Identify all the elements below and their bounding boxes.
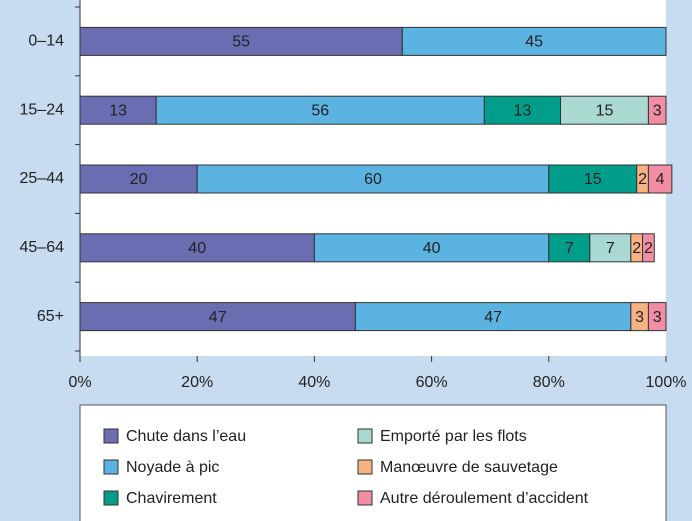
x-tick-label: 0% <box>68 374 91 391</box>
legend-label: Emporté par les flots <box>380 428 527 445</box>
bar-segment <box>79 26 403 56</box>
x-tick-label: 100% <box>646 374 687 391</box>
bar-segment <box>79 95 157 125</box>
legend-swatch <box>357 459 373 475</box>
bar-segment <box>196 164 550 194</box>
legend-swatch <box>103 459 119 475</box>
value-label: 55 <box>232 34 250 51</box>
value-label: 13 <box>514 102 532 119</box>
y-tick-label: 15–24 <box>20 101 65 118</box>
y-tick-label: 25–44 <box>20 170 65 187</box>
value-label: 4 <box>656 171 665 188</box>
bar-segment <box>560 95 649 125</box>
y-tick-label: 65+ <box>37 308 64 325</box>
value-label: 3 <box>635 309 644 326</box>
value-label: 15 <box>584 171 602 188</box>
bar-segment <box>79 164 198 194</box>
value-label: 40 <box>188 240 206 257</box>
x-tick-label: 80% <box>533 374 565 391</box>
legend-label: Noyade à pic <box>126 459 219 476</box>
bar-segment <box>483 95 562 125</box>
value-label: 7 <box>565 240 574 257</box>
bar-segment <box>647 302 667 332</box>
value-label: 20 <box>130 171 148 188</box>
bar-segment <box>642 233 655 263</box>
value-label: 45 <box>525 34 543 51</box>
x-tick-label: 40% <box>298 374 330 391</box>
bar-segment <box>155 95 485 125</box>
value-label: 15 <box>596 102 614 119</box>
value-label: 60 <box>364 171 382 188</box>
x-tick-label: 60% <box>416 374 448 391</box>
bar-segment <box>313 233 550 263</box>
legend-swatch <box>103 428 119 444</box>
value-label: 13 <box>109 102 127 119</box>
y-tick-label: 0–14 <box>28 33 64 50</box>
bar-segment <box>401 26 667 56</box>
value-label: 2 <box>632 240 641 257</box>
y-tick-label: 45–64 <box>20 239 65 256</box>
legend-label: Chute dans l’eau <box>126 428 246 445</box>
legend-label: Manœuvre de sauvetage <box>380 459 558 476</box>
bar-segment <box>647 164 673 194</box>
value-label: 3 <box>653 102 662 119</box>
legend-swatch <box>357 428 373 444</box>
legend-box <box>79 404 667 521</box>
value-label: 3 <box>653 309 662 326</box>
legend-label: Autre déroulement d’accident <box>380 490 589 507</box>
value-label: 47 <box>484 309 502 326</box>
bar-segment <box>548 233 591 263</box>
value-label: 40 <box>423 240 441 257</box>
legend-label: Chavirement <box>126 490 217 507</box>
value-label: 2 <box>638 171 647 188</box>
value-label: 2 <box>644 240 653 257</box>
bar-segment <box>79 233 315 263</box>
bar-segment <box>589 233 632 263</box>
legend-swatch <box>357 490 373 506</box>
bar-segment <box>647 95 667 125</box>
value-label: 56 <box>311 102 329 119</box>
value-label: 7 <box>606 240 615 257</box>
value-label: 47 <box>209 309 227 326</box>
x-tick-label: 20% <box>181 374 213 391</box>
bar-segment <box>79 302 356 332</box>
legend-swatch <box>103 490 119 506</box>
